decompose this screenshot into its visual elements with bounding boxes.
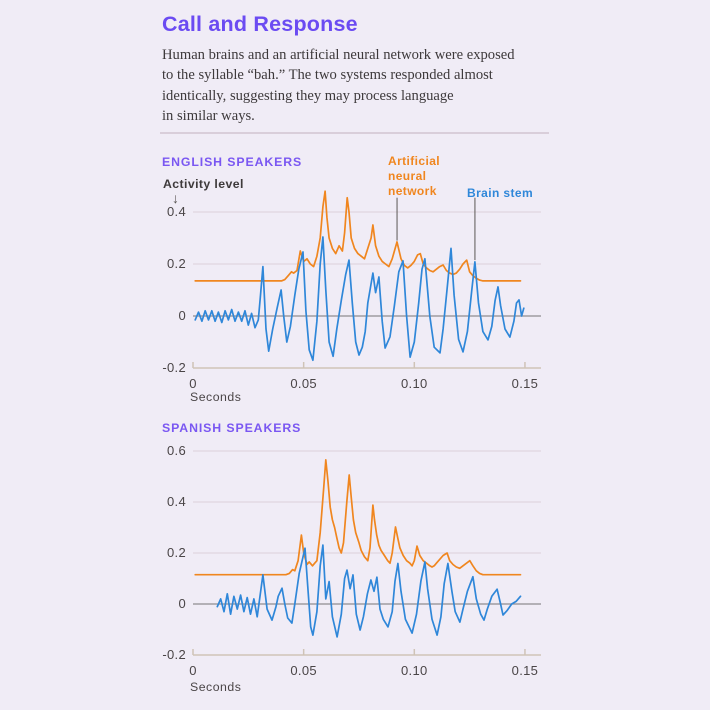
y-axis-title: Activity level <box>163 177 244 191</box>
y-tick-label: 0.2 <box>167 545 186 560</box>
x-tick-label: 0.15 <box>511 376 539 391</box>
x-axis-label-seconds: Seconds <box>190 390 242 404</box>
y-tick-label: 0.4 <box>167 204 186 219</box>
spanish-speakers-chart <box>192 450 541 656</box>
x-tick-label: 0.10 <box>401 663 428 678</box>
x-tick-label: 0 <box>189 663 197 678</box>
legend-line: Artificial <box>388 154 441 168</box>
x-axis-label-seconds: Seconds <box>190 680 242 694</box>
page-title: Call and Response <box>162 12 358 36</box>
legend-line: neural <box>388 169 427 183</box>
x-tick-label: 0.15 <box>511 663 539 678</box>
legend-brain-stem: Brain stem <box>467 186 534 200</box>
intro-line: in similar ways. <box>162 108 255 125</box>
legend-artificial-neural-network: Artificial neural network <box>388 154 440 199</box>
intro-text: Human brains and an artificial neural ne… <box>162 45 564 127</box>
intro-line: to the syllable “bah.” The two systems r… <box>162 67 493 84</box>
intro-line: identically, suggesting they may process… <box>162 87 454 104</box>
x-tick-label: 0 <box>189 376 197 391</box>
y-tick-label: 0 <box>178 308 186 323</box>
x-tick-label: 0.10 <box>401 376 428 391</box>
down-arrow-icon: ↓ <box>172 190 179 206</box>
section-label-spanish-speakers: SPANISH SPEAKERS <box>162 421 302 435</box>
intro-line: Human brains and an artificial neural ne… <box>162 47 515 63</box>
y-tick-label: 0 <box>178 596 186 611</box>
y-tick-label: -0.2 <box>162 360 186 375</box>
section-label-english-speakers: ENGLISH SPEAKERS <box>162 155 303 169</box>
y-tick-label: 0.2 <box>167 256 186 271</box>
y-tick-label: 0.4 <box>167 494 186 509</box>
y-tick-label: -0.2 <box>162 647 186 662</box>
divider <box>160 132 549 134</box>
x-tick-label: 0.05 <box>290 376 317 391</box>
legend-line: network <box>388 184 437 198</box>
x-tick-label: 0.05 <box>290 663 317 678</box>
y-tick-label: 0.6 <box>167 443 186 458</box>
english-speakers-chart <box>192 190 541 369</box>
